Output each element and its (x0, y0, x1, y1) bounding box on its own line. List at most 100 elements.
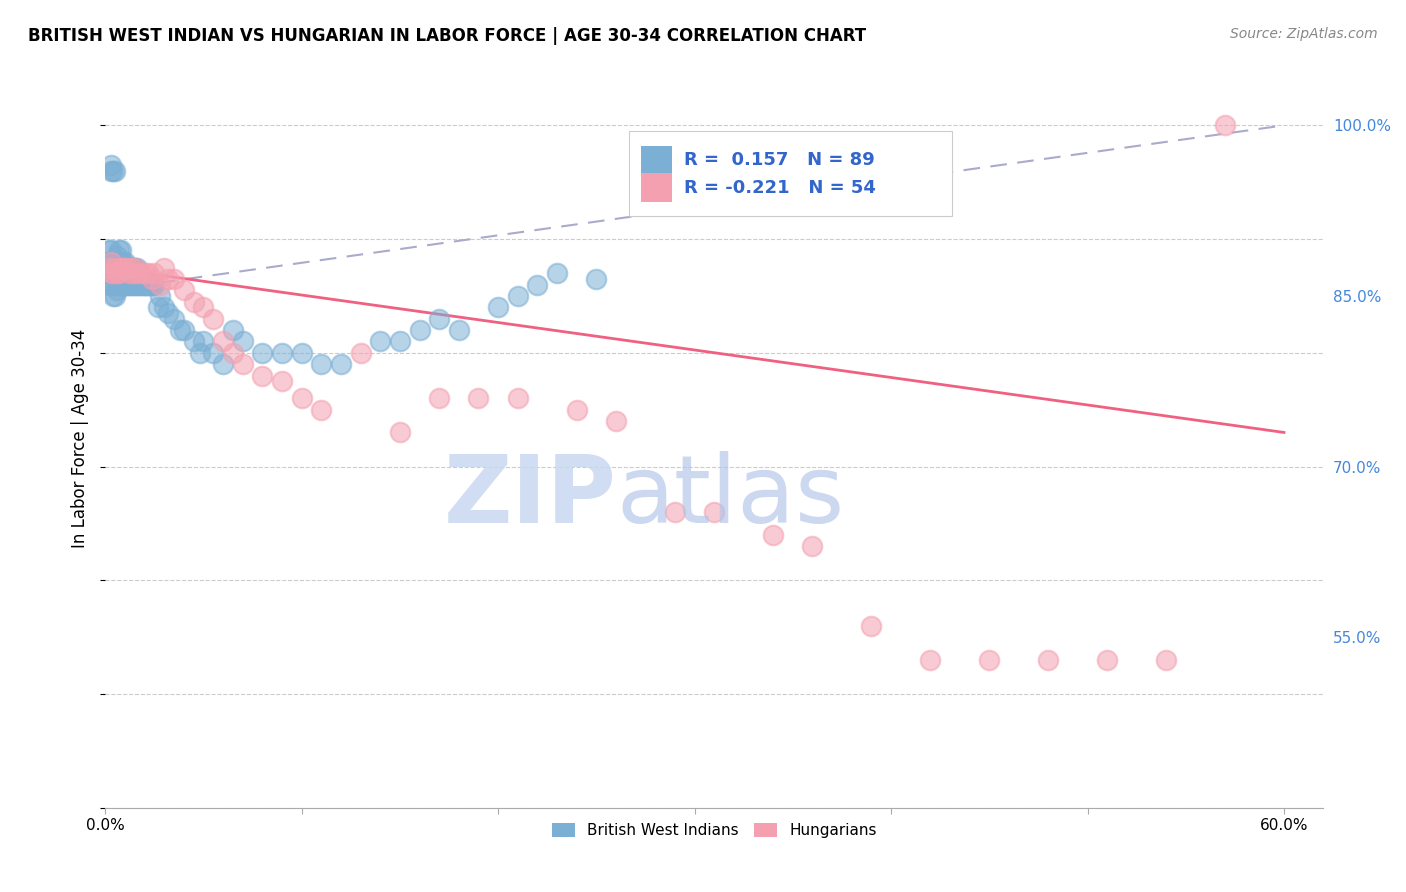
Point (157, 272, 180, 286)
Point (101, 266, 124, 280)
Point (202, 311, 225, 326)
Point (104, 255, 127, 269)
Point (101, 266, 124, 280)
Point (105, 260, 128, 275)
Point (114, 260, 136, 275)
Point (104, 266, 127, 280)
Point (212, 334, 235, 349)
Point (96, 266, 118, 280)
Point (291, 346, 314, 360)
Point (100, 255, 122, 269)
Point (108, 277, 131, 292)
Point (163, 272, 186, 286)
Point (101, 289, 124, 303)
Point (100, 164, 122, 178)
Y-axis label: In Labor Force | Age 30-34: In Labor Force | Age 30-34 (72, 328, 89, 548)
Point (188, 346, 211, 360)
Point (98, 277, 121, 292)
Point (110, 244, 132, 258)
Point (148, 301, 170, 315)
Point (105, 283, 128, 297)
Point (232, 357, 254, 371)
Point (232, 334, 254, 349)
Point (605, 414, 627, 428)
Point (98, 260, 121, 275)
Legend: British West Indians, Hungarians: British West Indians, Hungarians (546, 817, 883, 845)
Point (330, 357, 353, 371)
Point (149, 277, 172, 292)
Point (1095, 653, 1118, 667)
Point (139, 277, 162, 292)
Point (105, 249, 128, 263)
Point (124, 260, 146, 275)
Point (111, 277, 134, 292)
Point (124, 260, 146, 275)
Point (141, 277, 163, 292)
Point (138, 277, 160, 292)
Point (114, 255, 136, 269)
Point (1038, 653, 1060, 667)
Point (108, 255, 131, 269)
Point (271, 374, 294, 388)
Text: R = -0.221   N = 54: R = -0.221 N = 54 (683, 178, 876, 196)
Point (120, 260, 142, 275)
Point (111, 266, 134, 280)
Point (183, 334, 205, 349)
Point (121, 260, 143, 275)
Point (163, 311, 186, 326)
Point (115, 260, 138, 275)
Point (104, 289, 127, 303)
Point (546, 266, 568, 280)
Text: atlas: atlas (617, 451, 845, 543)
Point (111, 255, 134, 269)
Point (124, 277, 146, 292)
Point (526, 277, 548, 292)
Point (447, 323, 470, 337)
Text: BRITISH WEST INDIAN VS HUNGARIAN IN LABOR FORCE | AGE 30-34 CORRELATION CHART: BRITISH WEST INDIAN VS HUNGARIAN IN LABO… (28, 27, 866, 45)
Point (98, 260, 121, 275)
Text: Source: ZipAtlas.com: Source: ZipAtlas.com (1230, 27, 1378, 41)
Point (1154, 653, 1177, 667)
Point (118, 260, 141, 275)
Point (202, 346, 225, 360)
Point (173, 283, 195, 297)
Point (96, 255, 118, 269)
Point (110, 255, 132, 269)
Point (129, 266, 152, 280)
Point (105, 266, 128, 280)
Point (134, 277, 156, 292)
Point (467, 392, 489, 406)
Point (149, 289, 172, 303)
Bar (641, 146, 672, 174)
Point (115, 277, 138, 292)
Point (143, 266, 166, 280)
Point (664, 505, 686, 519)
Point (801, 539, 824, 553)
Point (138, 266, 160, 280)
Point (271, 346, 294, 360)
Point (110, 277, 132, 292)
Point (125, 260, 148, 275)
Point (506, 289, 529, 303)
Point (311, 402, 333, 417)
Point (114, 266, 136, 280)
Point (860, 619, 883, 633)
Point (134, 266, 156, 280)
Point (125, 266, 148, 280)
Point (104, 260, 127, 275)
Point (115, 260, 138, 275)
Point (110, 266, 132, 280)
Point (114, 277, 136, 292)
Point (108, 266, 131, 280)
Point (143, 277, 166, 292)
Point (222, 346, 245, 360)
Point (173, 323, 195, 337)
Point (110, 260, 132, 275)
Point (222, 323, 245, 337)
Point (135, 277, 157, 292)
Point (920, 653, 942, 667)
Point (486, 301, 509, 315)
Point (585, 272, 607, 286)
Point (114, 260, 136, 275)
Point (101, 277, 124, 292)
